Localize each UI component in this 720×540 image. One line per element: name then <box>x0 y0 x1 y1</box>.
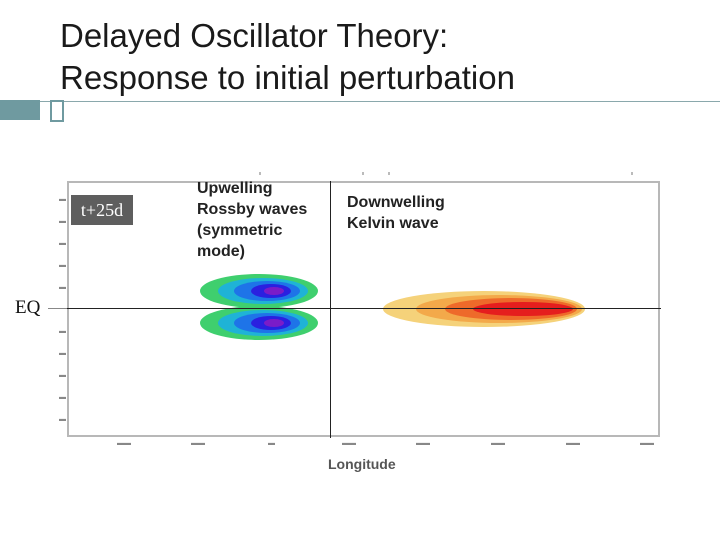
kelvin-annotation-line: Kelvin wave <box>347 215 439 232</box>
rossby-annotation-line: Upwelling <box>197 180 273 197</box>
rossby-annotation-line: (symmetric <box>197 222 283 239</box>
x-tick-label-blurred: ▬ <box>268 440 275 447</box>
kelvin-annotation-line: Downwelling <box>347 194 445 211</box>
time-stamp-label: t+25d <box>71 195 133 225</box>
rossby-upper-lobe-core <box>264 287 284 295</box>
top-tick-mark <box>362 172 364 175</box>
equator-line <box>67 308 661 309</box>
y-tick-label-blurred: ▬ <box>59 218 66 225</box>
rossby-wave-annotation: Upwelling Rossby waves (symmetric mode) <box>197 178 307 262</box>
kelvin-wave-anomaly <box>383 291 585 327</box>
rossby-wave-anomaly <box>200 274 318 340</box>
reference-longitude-line <box>330 181 331 438</box>
y-tick-label-blurred: ▬ <box>59 240 66 247</box>
y-tick-label-blurred: ▬ <box>59 284 66 291</box>
rossby-lower-lobe-core <box>264 319 284 327</box>
top-tick-mark <box>631 172 633 175</box>
y-tick-label-blurred: ▬ <box>59 372 66 379</box>
slide-title-line-2: Response to initial perturbation <box>60 59 515 96</box>
equator-line-extension <box>48 308 67 309</box>
y-tick-label-blurred: ▬ <box>59 416 66 423</box>
x-tick-label-blurred: ▬▬ <box>117 440 131 447</box>
title-accent-block <box>0 100 40 120</box>
x-axis-label: Longitude <box>328 456 396 472</box>
top-tick-mark <box>259 172 261 175</box>
x-tick-label-blurred: ▬▬ <box>491 440 505 447</box>
x-tick-label-blurred: ▬▬ <box>191 440 205 447</box>
title-accent-square <box>50 100 64 122</box>
kelvin-wave-annotation: Downwelling Kelvin wave <box>347 192 445 234</box>
x-tick-label-blurred: ▬▬ <box>566 440 580 447</box>
equator-label: EQ <box>15 297 41 318</box>
y-tick-label-blurred: ▬ <box>59 328 66 335</box>
x-tick-label-blurred: ▬▬ <box>640 440 654 447</box>
x-tick-label-blurred: ▬▬ <box>342 440 356 447</box>
y-tick-label-blurred: ▬ <box>59 350 66 357</box>
title-divider-rule <box>0 101 720 102</box>
y-tick-label-blurred: ▬ <box>59 262 66 269</box>
slide-title-line-1: Delayed Oscillator Theory: <box>60 17 449 54</box>
kelvin-core <box>473 302 573 316</box>
y-tick-label-blurred: ▬ <box>59 394 66 401</box>
top-tick-mark <box>388 172 390 175</box>
rossby-annotation-line: Rossby waves <box>197 201 308 218</box>
x-tick-label-blurred: ▬▬ <box>416 440 430 447</box>
y-tick-label-blurred: ▬ <box>59 196 66 203</box>
rossby-annotation-line: mode) <box>197 243 245 260</box>
